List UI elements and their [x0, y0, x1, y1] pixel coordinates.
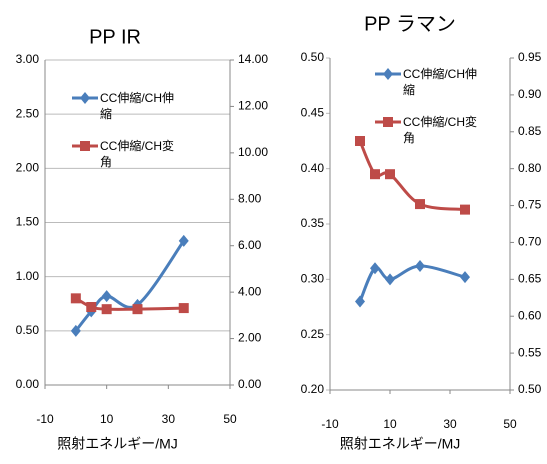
x-tick-label: 10: [100, 412, 114, 426]
y-tick-label: 0.50: [301, 50, 325, 64]
y2-tick-label: 0.60: [518, 308, 542, 322]
series-line: [74, 240, 185, 332]
legend-label: CC伸縮/CH伸縮: [100, 91, 174, 121]
chart-title: PP ラマン: [364, 13, 456, 35]
y2-tick-label: 0.55: [518, 345, 542, 359]
marker: [101, 304, 112, 315]
y2-tick-label: 0.65: [518, 272, 542, 286]
y-tick-label: 0.30: [301, 272, 325, 286]
y-tick-label: 1.00: [16, 269, 40, 283]
legend-label: CC伸縮/CH伸縮: [403, 67, 477, 97]
legend-marker: [80, 92, 90, 104]
marker: [355, 295, 365, 308]
marker: [385, 169, 395, 180]
marker: [460, 204, 470, 215]
x-tick-label: 30: [162, 412, 176, 426]
marker: [355, 136, 365, 146]
marker: [101, 290, 112, 303]
x-tick-label: 50: [223, 412, 237, 426]
y-tick-label: 2.00: [16, 161, 40, 175]
marker: [415, 260, 425, 273]
x-axis-title: 照射エネルギー/MJ: [340, 436, 461, 452]
y-tick-label: 0.40: [301, 161, 325, 175]
y-tick-label: 0.20: [301, 382, 325, 396]
y2-tick-label: 0.70: [518, 235, 542, 249]
y2-tick-label: 10.00: [238, 145, 268, 159]
y2-tick-label: 0.95: [518, 50, 542, 64]
x-tick-label: -10: [36, 412, 54, 426]
y2-tick-label: 8.00: [238, 191, 262, 205]
marker: [460, 271, 470, 284]
y-tick-label: 0.35: [301, 216, 325, 230]
y2-tick-label: 0.75: [518, 198, 542, 212]
y-tick-label: 0.45: [301, 106, 325, 120]
y2-tick-label: 0.50: [518, 382, 542, 396]
y2-tick-label: 0.85: [518, 124, 542, 138]
y-tick-label: 0.50: [16, 323, 40, 337]
marker: [132, 304, 143, 315]
y-tick-label: 0.25: [301, 327, 325, 341]
y2-tick-label: 0.90: [518, 87, 542, 101]
y-tick-label: 3.00: [16, 52, 40, 66]
marker: [370, 262, 380, 275]
marker: [70, 293, 81, 304]
x-tick-label: 50: [503, 417, 517, 431]
legend-marker: [383, 117, 393, 127]
legend-label: CC伸縮/CH変角: [403, 115, 477, 145]
x-tick-label: 10: [383, 417, 397, 431]
marker: [178, 303, 189, 314]
marker: [385, 273, 395, 286]
y-tick-label: 0.00: [16, 377, 40, 391]
y2-tick-label: 12.00: [238, 99, 268, 113]
legend-label: CC伸縮/CH変角: [100, 139, 174, 169]
marker: [86, 302, 97, 312]
y2-tick-label: 14.00: [238, 52, 268, 66]
y2-tick-label: 4.00: [238, 284, 262, 298]
y-tick-label: 1.50: [16, 215, 40, 229]
marker: [370, 169, 380, 180]
legend-marker: [80, 141, 90, 151]
chart-title: PP IR: [89, 26, 141, 48]
marker: [178, 234, 189, 247]
x-axis-title: 照射エネルギー/MJ: [57, 436, 178, 452]
legend-marker: [383, 68, 393, 80]
y2-tick-label: 6.00: [238, 238, 262, 252]
y2-tick-label: 0.00: [238, 377, 262, 391]
y2-tick-label: 2.00: [238, 331, 262, 345]
marker: [70, 324, 81, 337]
y2-tick-label: 0.80: [518, 161, 542, 175]
marker: [415, 199, 425, 210]
y-tick-label: 2.50: [16, 106, 40, 120]
x-tick-label: 30: [443, 417, 457, 431]
x-tick-label: -10: [321, 417, 339, 431]
